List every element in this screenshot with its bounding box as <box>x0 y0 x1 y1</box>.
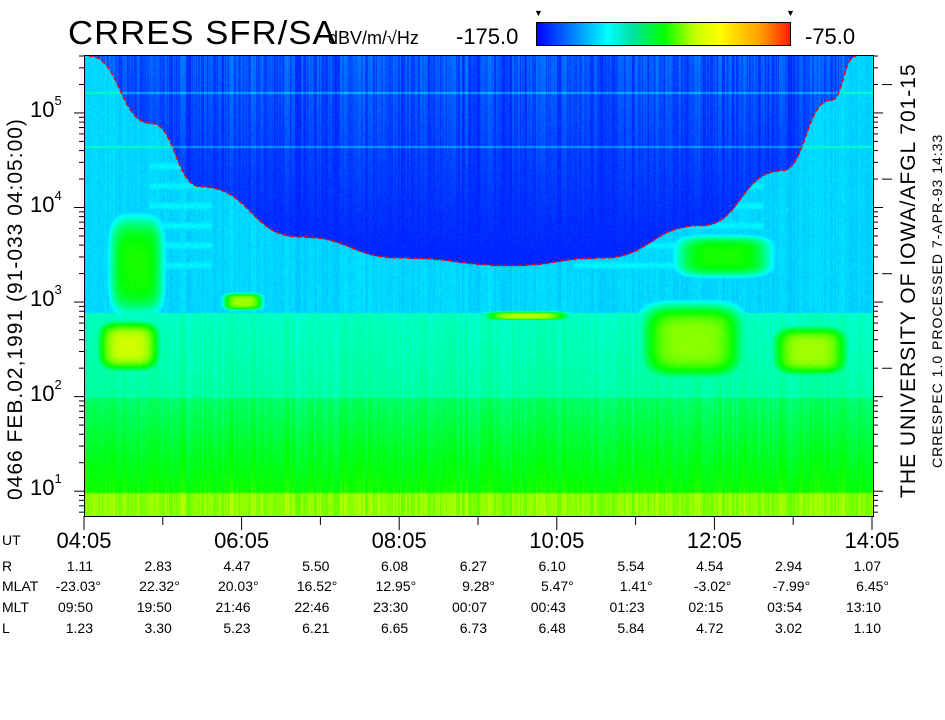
ephemeris-cell: 1.23 <box>65 620 93 636</box>
colorbar-min-marker-icon: ▼ <box>534 8 543 18</box>
y-tick-exponent: 3 <box>54 282 62 298</box>
y-tick-exponent: 1 <box>54 471 62 487</box>
ephemeris-cell: 6.48 <box>538 620 566 636</box>
ephemeris-cell: 21:46 <box>215 599 251 615</box>
ephemeris-cell: 6.08 <box>380 558 409 574</box>
ephemeris-cell: 6.65 <box>380 620 409 636</box>
colorbar <box>536 22 791 46</box>
ephemeris-row-label: MLAT <box>2 578 39 594</box>
ephemeris-cell: -3.02° <box>693 578 732 594</box>
ephemeris-cell: 01:23 <box>609 599 645 615</box>
ephemeris-cell: 22:46 <box>294 599 330 615</box>
ephemeris-cell: 16.52° <box>296 578 338 594</box>
ephemeris-cell: -23.03° <box>55 578 101 594</box>
y-tick-label: 101 <box>30 471 62 501</box>
y-tick-label: 105 <box>30 93 62 123</box>
ephemeris-cell: 6.73 <box>459 620 487 636</box>
ephemeris-cell: 03:54 <box>767 599 803 615</box>
ephemeris-cell: 4.72 <box>696 620 724 636</box>
y-tick-base: 10 <box>30 96 55 122</box>
ephemeris-cell: 4.54 <box>696 558 724 574</box>
overlay-curve <box>88 56 857 267</box>
ephemeris-cell: 1.10 <box>853 620 881 636</box>
axis-ticks <box>74 55 892 530</box>
colorbar-max-label: -75.0 <box>805 24 856 49</box>
ephemeris-cell: 5.50 <box>302 558 330 574</box>
y-tick-exponent: 5 <box>54 92 62 108</box>
ephemeris-cell: 23:30 <box>373 599 409 615</box>
y-tick-label: 102 <box>30 377 62 407</box>
ephemeris-cell: 5.23 <box>223 620 251 636</box>
y-tick-base: 10 <box>30 286 55 312</box>
ephemeris-cell: 1.11 <box>66 558 93 574</box>
ephemeris-cell: 1.07 <box>853 558 881 574</box>
colorbar-max-marker-icon: ▼ <box>786 8 795 18</box>
ephemeris-row-label: L <box>2 620 10 636</box>
ephemeris-cell: 9.28° <box>462 578 495 594</box>
spectrogram-heatmap <box>85 56 873 516</box>
ephemeris-cell: 1.41° <box>619 578 653 594</box>
ephemeris-row-label: R <box>2 558 13 574</box>
ephemeris-cell: 4.47 <box>223 558 251 574</box>
x-tick-label: 04:05 <box>56 528 112 553</box>
y-tick-exponent: 4 <box>54 187 62 203</box>
ephemeris-cell: 09:50 <box>57 599 93 615</box>
ephemeris-cell: 13:10 <box>845 599 881 615</box>
y-tick-base: 10 <box>30 191 55 217</box>
ephemeris-cell: 22.32° <box>139 578 180 594</box>
ephemeris-cell: 02:15 <box>688 599 724 615</box>
ephemeris-cell: 5.84 <box>617 620 645 636</box>
ephemeris-cell: 12.95° <box>375 578 417 594</box>
ephemeris-cell: 3.30 <box>144 620 172 636</box>
y-tick-label: 104 <box>30 188 62 218</box>
ephemeris-cell: 2.83 <box>144 558 172 574</box>
ephemeris-cell: 20.03° <box>217 578 259 594</box>
y-tick-label: 103 <box>30 282 62 312</box>
ephemeris-cell: 5.54 <box>617 558 645 574</box>
ephemeris-cell: 6.10 <box>538 558 566 574</box>
chart-title: CRRES SFR/SA <box>68 14 337 51</box>
spectrogram-plot <box>84 55 874 517</box>
ephemeris-cell: 6.21 <box>302 620 330 636</box>
x-tick-label: 14:05 <box>844 528 900 553</box>
x-tick-label: 12:05 <box>686 528 742 553</box>
x-tick-label: 08:05 <box>371 528 427 553</box>
ephemeris-cell: 00:07 <box>451 599 487 615</box>
x-tick-label: 06:05 <box>214 528 270 553</box>
plot-overlay <box>88 56 857 267</box>
ephemeris-cell: 2.94 <box>774 558 803 574</box>
ephemeris-cell: 3.02 <box>774 620 803 636</box>
x-tick-label: 10:05 <box>529 528 585 553</box>
ephemeris-cell: 00:43 <box>530 599 566 615</box>
ephemeris-cell: 6.45° <box>856 578 889 594</box>
ut-row-label: UT <box>2 532 21 548</box>
y-tick-exponent: 2 <box>54 376 62 392</box>
ephemeris-cell: 5.47° <box>540 578 574 594</box>
colorbar-min-label: -175.0 <box>456 24 519 49</box>
ephemeris-cell: -7.99° <box>772 578 811 594</box>
colorbar-units: dBV/m/√Hz <box>328 28 419 48</box>
y-tick-base: 10 <box>30 475 55 501</box>
ephemeris-row-label: MLT <box>2 599 29 615</box>
ephemeris-cell: 6.27 <box>459 558 487 574</box>
y-tick-base: 10 <box>30 380 55 406</box>
ephemeris-cell: 19:50 <box>136 599 172 615</box>
